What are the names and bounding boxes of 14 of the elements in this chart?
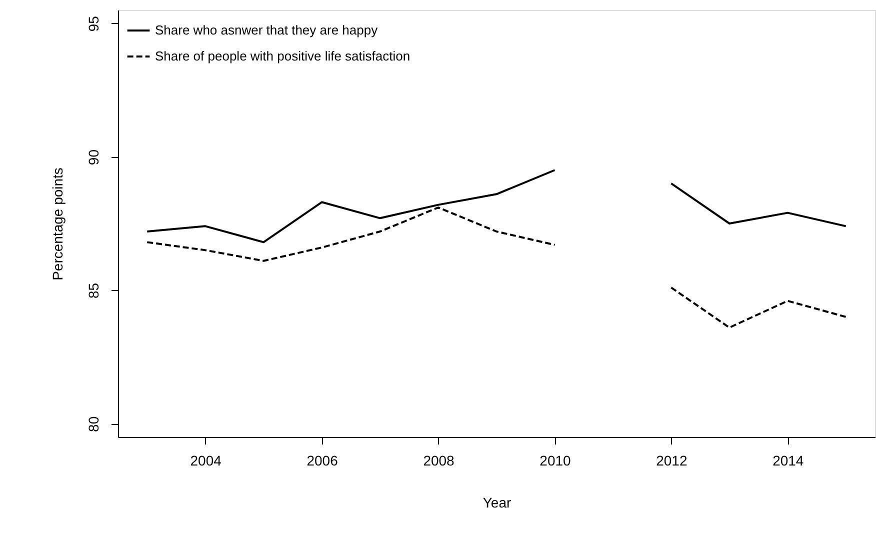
x-tick-label: 2012 <box>656 452 688 468</box>
x-tick-label: 2014 <box>772 452 804 468</box>
y-tick-label: 85 <box>86 282 102 299</box>
x-axis-title: Year <box>482 494 512 510</box>
x-tick-label: 2008 <box>423 452 455 468</box>
legend-label: Share of people with positive life satisfaction <box>155 48 410 64</box>
legend-label: Share who asnwer that they are happy <box>155 22 378 38</box>
x-tick-label: 2004 <box>190 452 222 468</box>
y-tick-label: 95 <box>86 16 102 32</box>
y-tick-label: 90 <box>86 149 102 166</box>
x-tick-label: 2006 <box>306 452 338 468</box>
y-tick-label: 80 <box>86 416 102 432</box>
y-axis-title: Percentage points <box>50 168 66 280</box>
x-tick-label: 2010 <box>540 452 572 468</box>
